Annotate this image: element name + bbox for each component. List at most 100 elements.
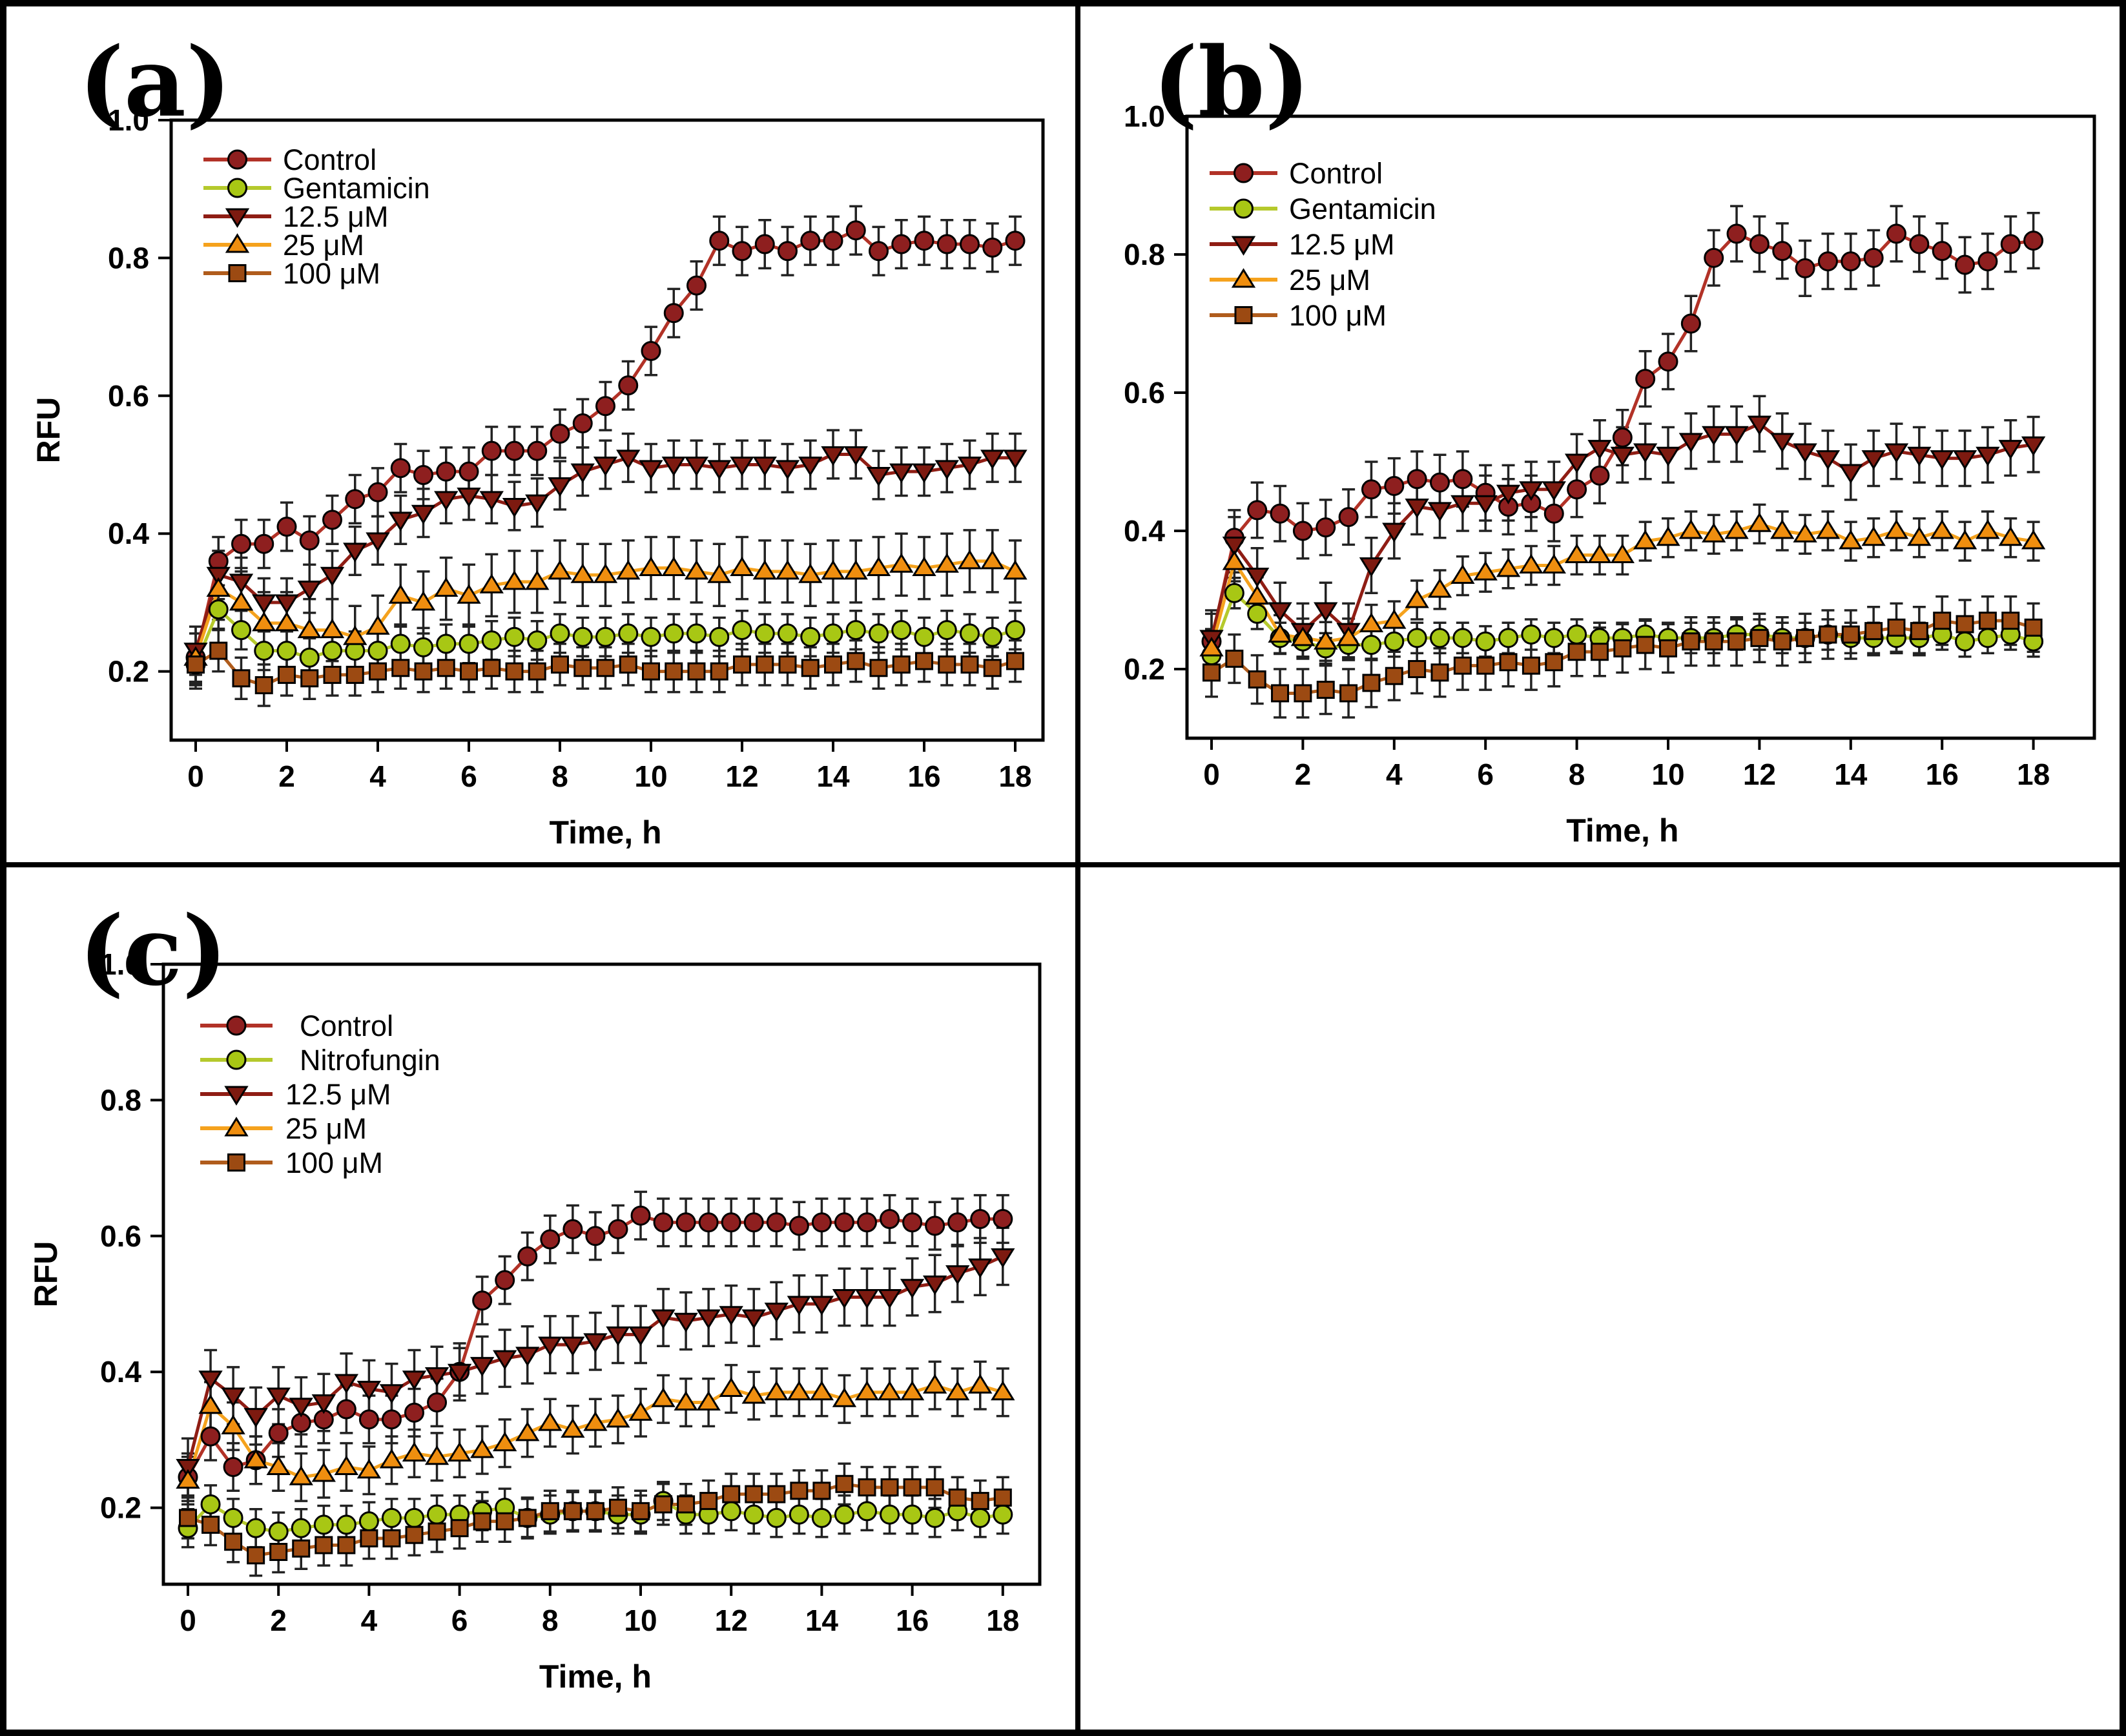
series-25 μM-marker xyxy=(628,1401,653,1421)
series-12.5 μM-marker xyxy=(957,457,982,477)
series-100 μM-marker xyxy=(1796,628,1815,647)
series-100 μM-marker xyxy=(767,1485,786,1504)
y-tick-label: 0.8 xyxy=(108,241,149,274)
panel-label-c: (c) xyxy=(79,894,228,1007)
series-100 μM-marker xyxy=(300,669,319,688)
series-Control-marker xyxy=(1955,254,1976,275)
series-25 μM-marker xyxy=(548,560,572,580)
y-tick-label: 1.0 xyxy=(1124,99,1165,133)
series-Gentamicin-marker xyxy=(436,634,457,654)
series-25 μM-marker xyxy=(334,1455,359,1475)
legend-12.5 μM-marker xyxy=(1231,236,1256,256)
series-25 μM-marker xyxy=(1359,612,1384,632)
legend-label-Control: Control xyxy=(300,1009,393,1042)
x-tick-label: 18 xyxy=(998,760,1031,793)
series-Gentamicin-marker xyxy=(208,599,229,620)
series-Gentamicin-marker xyxy=(914,626,934,647)
series-Control-marker xyxy=(891,234,912,254)
series-100 μM-marker xyxy=(608,1498,627,1517)
series-12.5 μM-marker xyxy=(684,457,709,477)
series-12.5 μM-marker xyxy=(493,1350,517,1370)
series-Nitrofungin-marker xyxy=(721,1501,741,1522)
legend-Nitrofungin-marker xyxy=(226,1049,247,1070)
series-12.5 μM-marker xyxy=(221,1387,245,1407)
series-12.5 μM-marker xyxy=(843,446,868,466)
series-25 μM-marker xyxy=(1587,543,1612,563)
series-100 μM-marker xyxy=(1636,636,1655,654)
series-12.5 μM-marker xyxy=(889,463,914,484)
series-Gentamicin-marker xyxy=(754,623,775,644)
plot-box xyxy=(1185,114,2096,740)
series-12.5 μM-marker xyxy=(787,1296,812,1316)
series-100 μM-marker xyxy=(596,659,615,677)
series-100 μM-marker xyxy=(528,662,546,681)
series-100 μM-marker xyxy=(745,1485,763,1504)
series-Gentamicin-marker xyxy=(1977,628,1998,648)
x-tick-label: 2 xyxy=(270,1604,287,1637)
series-25 μM-marker xyxy=(854,1380,880,1401)
series-100 μM-marker xyxy=(505,662,524,681)
series-25 μM-marker xyxy=(1747,512,1772,532)
series-12.5 μM-marker xyxy=(1473,495,1498,515)
series-100 μM-marker xyxy=(1590,643,1609,661)
series-Gentamicin-marker xyxy=(1361,635,1381,656)
series-100 μM-marker xyxy=(948,1488,967,1507)
series-Gentamicin-marker xyxy=(276,641,297,661)
series-100 μM-marker xyxy=(428,1522,446,1541)
series-25 μM-marker xyxy=(1656,526,1680,546)
series-25 μM-marker xyxy=(719,1377,743,1397)
series-100 μM-marker xyxy=(869,659,888,677)
series-Control-marker xyxy=(1795,258,1815,278)
series-Control-marker xyxy=(1567,479,1587,500)
series-25 μM-marker xyxy=(651,1387,676,1407)
series-25 μM-marker xyxy=(741,1384,766,1404)
y-tick-label: 0.2 xyxy=(108,655,149,688)
series-12.5 μM-marker xyxy=(854,1288,880,1309)
series-Nitrofungin-marker xyxy=(834,1504,854,1525)
x-axis-title: Time, h xyxy=(539,1658,652,1695)
series-Control-marker xyxy=(1612,428,1633,448)
series-Control-marker xyxy=(413,465,433,486)
series-12.5 μM-marker xyxy=(1952,450,1977,470)
series-100 μM-marker xyxy=(880,1478,899,1497)
series-Gentamicin-marker xyxy=(686,623,707,644)
series-25 μM-marker xyxy=(1268,623,1292,643)
series-Control-marker xyxy=(630,1205,651,1226)
series-25 μM-marker xyxy=(493,1431,517,1452)
series-Nitrofungin-marker xyxy=(857,1501,877,1522)
series-Control-marker xyxy=(993,1209,1013,1229)
series-100 μM-marker xyxy=(179,1509,197,1527)
series-25 μM-marker xyxy=(980,550,1005,570)
series-Gentamicin-marker xyxy=(936,620,957,641)
y-tick-label: 0.4 xyxy=(108,517,149,550)
legend-Control-marker xyxy=(227,149,247,170)
series-25 μM-marker xyxy=(221,1414,245,1434)
panel-b: 0.2 0.4 0.6 0.8 1.0 0 2 4 6 8 10 12 14 16 18 Time, h Con… xyxy=(1080,6,2120,862)
series-25 μM-marker xyxy=(525,570,550,590)
series-100 μM-marker xyxy=(1362,674,1381,692)
series-Control-marker xyxy=(322,510,342,530)
x-tick-label: 8 xyxy=(542,1604,559,1637)
series-Control-marker xyxy=(495,1270,515,1290)
series-100 μM-marker xyxy=(450,1519,469,1538)
series-Control-marker xyxy=(676,1212,696,1233)
series-Control-marker xyxy=(1292,521,1313,541)
x-tick-label: 2 xyxy=(1295,758,1312,791)
series-25 μM-marker xyxy=(1907,526,1932,546)
series-Nitrofungin-marker xyxy=(291,1518,311,1538)
series-12.5 μM-marker xyxy=(334,1374,359,1394)
series-25 μM-marker xyxy=(661,556,686,577)
series-Control-marker xyxy=(1704,247,1724,268)
series-100 μM-marker xyxy=(938,655,956,674)
series-25 μM-marker xyxy=(457,584,481,604)
series-100 μM-marker xyxy=(1248,670,1266,689)
series-Nitrofungin-marker xyxy=(268,1521,289,1542)
series-25 μM-marker xyxy=(1473,561,1498,581)
series-12.5 μM-marker xyxy=(457,488,481,508)
series-12.5 μM-marker xyxy=(1815,450,1841,470)
series-12.5 μM-marker xyxy=(1245,568,1270,588)
series-25 μM-marker xyxy=(1519,553,1543,574)
series-12.5 μM-marker xyxy=(206,566,231,587)
series-25 μM-marker xyxy=(991,1380,1015,1401)
series-25 μM-marker xyxy=(968,1374,993,1394)
